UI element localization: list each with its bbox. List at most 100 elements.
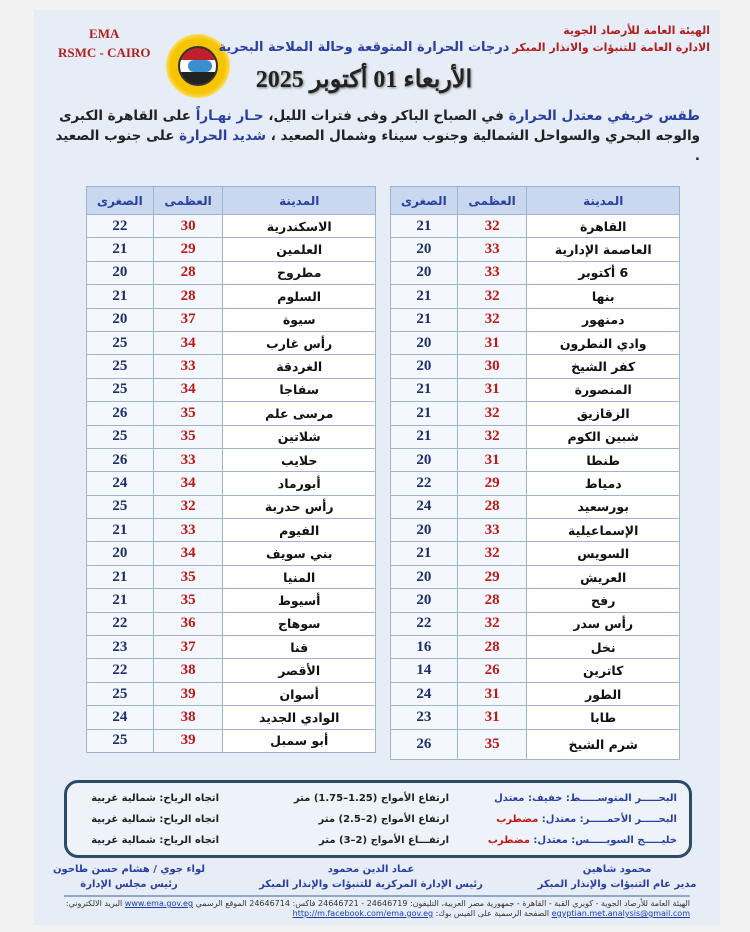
min-temp: 21	[86, 284, 154, 309]
wave-height: ارتفـــاع الأمواج (2–3) متر	[319, 835, 449, 846]
min-temp: 21	[86, 518, 154, 543]
table-row: 6 أكتوبر 33 20	[390, 260, 680, 286]
max-temp: 35	[152, 588, 224, 613]
max-temp: 31	[456, 705, 528, 730]
city-name: الفيوم	[222, 518, 376, 543]
max-temp: 31	[456, 330, 528, 356]
table-row: كاترين 26 14	[390, 658, 680, 683]
max-temp: 37	[152, 307, 224, 332]
signer-title: مدير عام التنبؤات والإنذار المبكر	[537, 879, 697, 890]
min-temp: 25	[86, 494, 154, 520]
email-label: البريد الالكتروني:	[65, 899, 125, 908]
min-temp: 21	[390, 541, 458, 566]
wave-height: ارتفاع الأمواج (2–2.5) متر	[318, 814, 449, 825]
website-link[interactable]: www.ema.gov.eg	[124, 899, 194, 908]
city-name: قنا	[222, 635, 376, 660]
city-name: شلاتين	[222, 424, 376, 449]
table-row: الإسماعيلية 33 20	[390, 518, 680, 543]
max-temp: 33	[152, 518, 224, 543]
min-temp: 22	[390, 611, 458, 637]
sea-name: البحـــــر الأحمـــــر: معتدل: مضطرب	[496, 814, 677, 825]
city-name: رفح	[526, 588, 680, 613]
table-row: بني سويف 34 20	[86, 541, 376, 566]
sea-state: البحـــــر المتوســـــط: خفيف: معتدل	[494, 793, 677, 804]
table-row: الزقازيق 32 21	[390, 401, 680, 426]
city-name: دمياط	[526, 471, 680, 496]
table-row: أسوان 39 25	[86, 681, 376, 707]
wind-direction: اتجاه الرياح: شمالية غربية	[91, 835, 219, 846]
table-row: شبين الكوم 32 21	[390, 424, 680, 449]
summary-part: طقس خريفي معتدل الحرارة	[508, 108, 700, 124]
max-temp: 34	[152, 471, 224, 496]
min-temp: 21	[390, 284, 458, 309]
facebook-link[interactable]: http://m.facebook.com/ema.gov.eg	[292, 909, 434, 918]
min-temp: 25	[86, 354, 154, 379]
city-name: الطور	[526, 681, 680, 707]
temperature-table-right: المدينة العظمى الصغرى القاهرة 32 21 العاصمة ال…	[390, 186, 680, 760]
table-row: دمنهور 32 21	[390, 307, 680, 332]
min-temp: 26	[86, 401, 154, 426]
wind-direction: اتجاه الرياح: شمالية غربية	[91, 793, 219, 804]
max-temp: 36	[152, 611, 224, 637]
max-temp: 28	[456, 635, 528, 660]
max-temp: 35	[152, 564, 224, 590]
max-temp: 33	[456, 237, 528, 262]
signature-3: لواء جوي / هشام حسن طاحون رئيس مجلس الإدا…	[44, 862, 214, 892]
table-row: العاصمة الإدارية 33 20	[390, 237, 680, 262]
min-temp: 14	[390, 658, 458, 683]
city-name: أبورماد	[222, 471, 376, 496]
table-row: العريش 29 20	[390, 564, 680, 590]
city-name: حلايب	[222, 447, 376, 473]
city-name: رأس حدربة	[222, 494, 376, 520]
min-temp: 20	[390, 354, 458, 379]
ema-logo-icon	[166, 34, 230, 98]
min-temp: 22	[390, 471, 458, 496]
table-row: كفر الشيخ 30 20	[390, 354, 680, 379]
max-temp: 32	[456, 611, 528, 637]
city-name: بنها	[526, 284, 680, 309]
facebook-label: الصفحة الرسمية على الفيس بوك:	[433, 909, 552, 918]
max-temp: 28	[152, 284, 224, 309]
table-row: بورسعيد 28 24	[390, 494, 680, 520]
min-temp: 24	[86, 471, 154, 496]
min-temp: 25	[86, 728, 154, 753]
table-row: رأس سدر 32 22	[390, 611, 680, 637]
summary-part: على جنوب الصعيد .	[55, 128, 700, 164]
max-temp: 34	[152, 541, 224, 566]
min-temp: 21	[86, 588, 154, 613]
min-temp: 22	[86, 213, 154, 239]
min-temp: 20	[86, 307, 154, 332]
max-temp: 26	[456, 658, 528, 683]
table-row: أبورماد 34 24	[86, 471, 376, 496]
max-temp: 35	[152, 401, 224, 426]
organization-name: الهيئة العامة للأرصاد الجوية الادارة الع…	[513, 22, 710, 56]
min-temp: 24	[390, 681, 458, 707]
table-row: سفاجا 34 25	[86, 377, 376, 403]
city-name: طنطا	[526, 447, 680, 473]
weather-summary: طقس خريفي معتدل الحرارة في الصباح الباكر…	[54, 106, 700, 166]
max-temp: 32	[456, 213, 528, 239]
city-name: 6 أكتوبر	[526, 260, 680, 286]
marine-conditions-box: البحـــــر المتوســـــط: خفيف: معتدل ارتف…	[64, 780, 692, 858]
min-temp: 22	[86, 658, 154, 683]
header-min: الصغرى	[86, 186, 154, 215]
min-temp: 20	[86, 260, 154, 286]
city-name: كفر الشيخ	[526, 354, 680, 379]
sea-alert: مضطرب	[496, 814, 539, 825]
footer-text: الهيئة العامة للأرصاد الجوية - كوبري الق…	[195, 899, 690, 908]
max-temp: 38	[152, 658, 224, 683]
footer-divider	[64, 895, 690, 897]
table-row: قنا 37 23	[86, 635, 376, 660]
email-link[interactable]: egyptian.met.analysis@gmail.com	[551, 909, 690, 918]
table-row: الاسكندرية 30 22	[86, 213, 376, 239]
table-row: المنصورة 31 21	[390, 377, 680, 403]
max-temp: 29	[456, 564, 528, 590]
sea-state: خليـــــج السويـــــس: معتدل:	[529, 835, 677, 846]
max-temp: 33	[456, 518, 528, 543]
max-temp: 32	[456, 307, 528, 332]
max-temp: 32	[152, 494, 224, 520]
city-name: الأقصر	[222, 658, 376, 683]
min-temp: 26	[390, 728, 458, 760]
city-name: القاهرة	[526, 213, 680, 239]
min-temp: 25	[86, 377, 154, 403]
